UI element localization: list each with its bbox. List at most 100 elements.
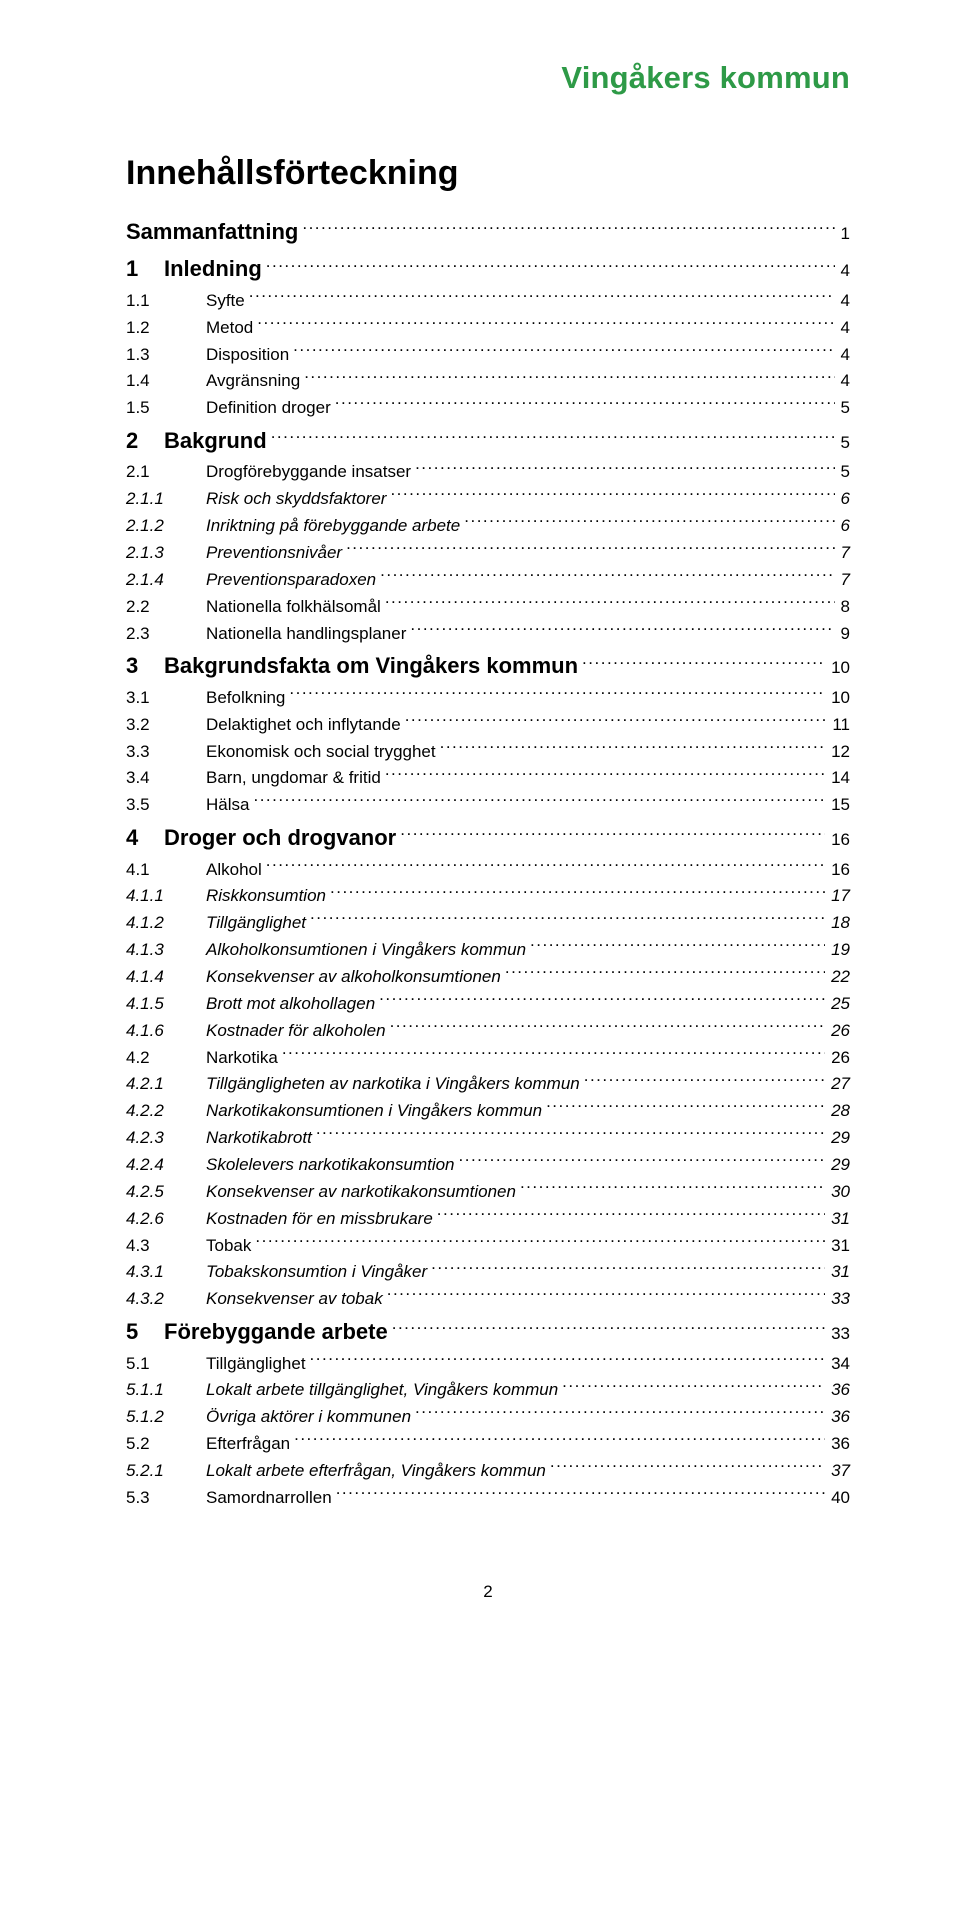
toc-leader <box>266 254 835 276</box>
toc-page: 11 <box>826 712 850 739</box>
toc-leader <box>584 1072 825 1089</box>
toc-number: 1.1 <box>126 288 206 315</box>
toc-leader <box>335 396 835 413</box>
toc-number: 4.1.4 <box>126 964 206 991</box>
toc-label: Preventionsparadoxen <box>206 567 380 594</box>
toc-page: 7 <box>835 567 850 594</box>
toc-row: 4.1.5Brott mot alkohollagen25 <box>126 991 850 1018</box>
toc-leader <box>253 793 825 810</box>
toc-label: Disposition <box>206 342 293 369</box>
toc-number: 1.4 <box>126 368 206 395</box>
toc-row: 5.1.1Lokalt arbete tillgänglighet, Vingå… <box>126 1377 850 1404</box>
toc-leader <box>380 568 834 585</box>
toc-number: 2.1.2 <box>126 513 206 540</box>
toc-leader <box>336 1486 825 1503</box>
toc-leader <box>266 858 825 875</box>
toc-page: 31 <box>825 1233 850 1260</box>
toc-leader <box>304 369 834 386</box>
toc-row: 3.3Ekonomisk och social trygghet12 <box>126 739 850 766</box>
toc-number: 4 <box>126 819 164 856</box>
toc-leader <box>410 622 834 639</box>
toc-leader <box>520 1180 825 1197</box>
toc-page: 36 <box>825 1404 850 1431</box>
toc-leader <box>249 289 835 306</box>
toc-label: Tobak <box>206 1233 255 1260</box>
toc-page: 4 <box>835 342 850 369</box>
toc-number: 4.1.1 <box>126 883 206 910</box>
toc-leader <box>440 740 825 757</box>
toc-page: 4 <box>835 315 850 342</box>
toc-page: 29 <box>825 1152 850 1179</box>
toc-row: 1.1Syfte4 <box>126 288 850 315</box>
toc-list: Sammanfattning11Inledning41.1Syfte41.2Me… <box>126 213 850 1512</box>
toc-number: 4.2.6 <box>126 1206 206 1233</box>
toc-number: 4.1.5 <box>126 991 206 1018</box>
toc-row: 4.1.2Tillgänglighet18 <box>126 910 850 937</box>
toc-row: 2.1.2Inriktning på förebyggande arbete6 <box>126 513 850 540</box>
toc-leader <box>289 686 825 703</box>
toc-page: 4 <box>835 368 850 395</box>
toc-page: 18 <box>825 910 850 937</box>
toc-page: 34 <box>825 1351 850 1378</box>
toc-label: Alkohol <box>206 857 266 884</box>
toc-number: 4.1 <box>126 857 206 884</box>
toc-leader <box>310 911 825 928</box>
toc-number: 1.5 <box>126 395 206 422</box>
toc-number: 4.2.2 <box>126 1098 206 1125</box>
toc-leader <box>257 316 834 333</box>
toc-label: Inledning <box>164 250 266 287</box>
toc-number: 2.3 <box>126 621 206 648</box>
toc-number: 2 <box>126 422 164 459</box>
toc-row: 2.1.3Preventionsnivåer7 <box>126 540 850 567</box>
toc-leader <box>282 1046 825 1063</box>
toc-page: 5 <box>835 395 850 422</box>
toc-label: Skolelevers narkotikakonsumtion <box>206 1152 459 1179</box>
toc-page: 27 <box>825 1071 850 1098</box>
toc-leader <box>255 1234 825 1251</box>
toc-page: 30 <box>825 1179 850 1206</box>
toc-leader <box>310 1352 826 1369</box>
toc-row: 2.3Nationella handlingsplaner9 <box>126 621 850 648</box>
toc-label: Samordnarrollen <box>206 1485 336 1512</box>
toc-leader <box>346 541 834 558</box>
toc-row: 4.1.1Riskkonsumtion17 <box>126 883 850 910</box>
toc-row: Sammanfattning1 <box>126 213 850 250</box>
toc-label: Sammanfattning <box>126 213 302 250</box>
toc-label: Narkotika <box>206 1045 282 1072</box>
toc-label: Nationella handlingsplaner <box>206 621 410 648</box>
toc-number: 4.1.2 <box>126 910 206 937</box>
toc-page: 12 <box>825 739 850 766</box>
toc-row: 4.3Tobak31 <box>126 1233 850 1260</box>
toc-row: 2.2Nationella folkhälsomål8 <box>126 594 850 621</box>
toc-row: 2.1.1Risk och skyddsfaktorer6 <box>126 486 850 513</box>
toc-leader <box>415 460 834 477</box>
toc-number: 5 <box>126 1313 164 1350</box>
toc-row: 4.1Alkohol16 <box>126 857 850 884</box>
toc-number: 5.1 <box>126 1351 206 1378</box>
toc-leader <box>294 1432 825 1449</box>
toc-label: Preventionsnivåer <box>206 540 346 567</box>
toc-number: 5.2.1 <box>126 1458 206 1485</box>
toc-page: 28 <box>825 1098 850 1125</box>
toc-row: 5.2.1Lokalt arbete efterfrågan, Vingåker… <box>126 1458 850 1485</box>
toc-leader <box>464 514 834 531</box>
toc-leader <box>385 595 835 612</box>
toc-number: 5.1.1 <box>126 1377 206 1404</box>
toc-number: 5.2 <box>126 1431 206 1458</box>
toc-leader <box>459 1153 826 1170</box>
document-page: Vingåkers kommun Innehållsförteckning Sa… <box>0 0 960 1642</box>
toc-title: Innehållsförteckning <box>126 154 850 193</box>
toc-label: Lokalt arbete efterfrågan, Vingåkers kom… <box>206 1458 550 1485</box>
toc-label: Tillgängligheten av narkotika i Vingåker… <box>206 1071 584 1098</box>
toc-number: 3.4 <box>126 765 206 792</box>
toc-leader <box>330 884 825 901</box>
toc-page: 36 <box>825 1431 850 1458</box>
toc-page: 31 <box>825 1259 850 1286</box>
toc-leader <box>405 713 827 730</box>
toc-leader <box>415 1405 825 1422</box>
toc-number: 4.3.2 <box>126 1286 206 1313</box>
toc-label: Alkoholkonsumtionen i Vingåkers kommun <box>206 937 530 964</box>
toc-leader <box>302 217 834 239</box>
toc-number: 3.5 <box>126 792 206 819</box>
toc-row: 1.2Metod4 <box>126 315 850 342</box>
